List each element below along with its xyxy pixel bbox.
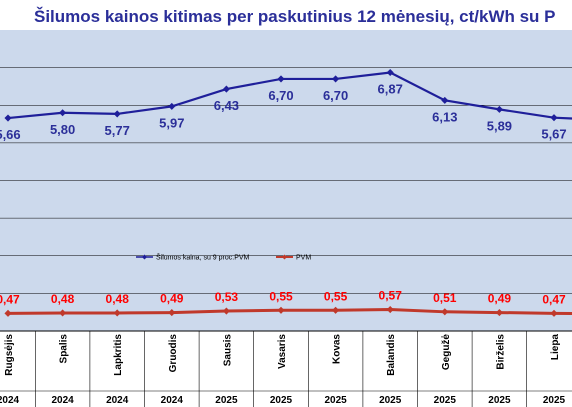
vat-label: 0,51 xyxy=(433,291,457,305)
heat-price-label: 5,80 xyxy=(50,122,75,137)
year-label: 2025 xyxy=(270,395,293,406)
heat-price-label: 5,66 xyxy=(0,127,21,142)
vat-label: 0,47 xyxy=(542,292,566,306)
heat-price-label: 5,89 xyxy=(487,118,512,133)
month-label: Balandis xyxy=(386,334,397,376)
data-labels: 5,66 5,80 5,77 5,97 6,43 6,70 6,70 6,87 6,13 5,89… xyxy=(0,82,567,307)
month-label: Lapkritis xyxy=(113,334,124,376)
legend: Šilumos kaina, su 9 proc.PVM PVM xyxy=(136,253,311,262)
month-label: Liepa xyxy=(550,334,561,361)
year-label: 2024 xyxy=(106,395,129,406)
heat-price-label: 5,77 xyxy=(105,123,130,138)
year-label: 2025 xyxy=(543,395,566,406)
vat-point xyxy=(277,306,285,314)
month-label: Spalis xyxy=(59,334,70,364)
year-label: 2024 xyxy=(161,395,184,406)
year-label: 2025 xyxy=(324,395,347,406)
heat-price-point xyxy=(550,114,558,122)
heat-price-label: 5,67 xyxy=(541,127,566,142)
vat-point xyxy=(495,309,503,317)
vat-label: 0,55 xyxy=(269,289,293,303)
category-axis: Rugsėjis 2024 Spalis 2024 Lapkritis 2024 Gruod… xyxy=(0,331,572,407)
heat-price-point xyxy=(386,68,394,77)
heat-price-line xyxy=(7,71,572,120)
vat-point xyxy=(386,306,394,314)
heat-price-point xyxy=(168,102,176,110)
heat-price-label: 6,87 xyxy=(378,82,403,97)
vat-label: 0,47 xyxy=(0,292,20,306)
year-label: 2025 xyxy=(379,395,402,406)
gridlines xyxy=(0,67,572,332)
year-label: 2024 xyxy=(0,395,20,406)
vat-point xyxy=(168,309,176,317)
year-label: 2025 xyxy=(215,395,238,406)
series-layer xyxy=(4,68,572,317)
vat-label: 0,48 xyxy=(106,292,130,306)
legend-label: PVM xyxy=(296,255,311,262)
month-label: Kovas xyxy=(332,334,343,364)
vat-label: 0,53 xyxy=(215,290,239,304)
vat-label: 0,49 xyxy=(488,292,512,306)
vat-point xyxy=(441,308,449,316)
heat-price-point xyxy=(277,75,285,83)
vat-point xyxy=(332,306,340,314)
month-label: Vasaris xyxy=(277,334,288,369)
month-label: Gruodis xyxy=(168,334,179,373)
heat-price-label: 6,43 xyxy=(214,98,239,113)
vat-label: 0,48 xyxy=(51,292,75,306)
vat-label: 0,49 xyxy=(160,292,184,306)
vat-point xyxy=(113,309,121,317)
heat-price-point xyxy=(495,105,503,113)
year-label: 2024 xyxy=(51,395,74,406)
vat-line xyxy=(7,308,572,315)
chart-title: Šilumos kainos kitimas per paskutinius 1… xyxy=(34,7,556,26)
month-label: Gegužė xyxy=(441,334,452,371)
vat-label: 0,55 xyxy=(324,289,348,303)
vat-point xyxy=(59,309,67,317)
month-label: Rugsėjis xyxy=(4,334,15,376)
year-label: 2025 xyxy=(488,395,511,406)
heat-price-point xyxy=(441,96,449,104)
vat-point xyxy=(222,307,230,315)
month-label: Birželis xyxy=(495,334,506,370)
heat-price-label: 6,70 xyxy=(268,88,293,103)
year-label: 2025 xyxy=(434,395,457,406)
vat-label: 0,57 xyxy=(379,289,403,303)
vat-point xyxy=(550,309,558,317)
heat-price-point xyxy=(222,85,230,93)
heat-price-label: 6,13 xyxy=(432,109,457,124)
title-band xyxy=(0,0,572,30)
heat-price-point xyxy=(113,110,121,118)
legend-label: Šilumos kaina, su 9 proc.PVM xyxy=(156,253,250,262)
vat-point xyxy=(4,309,12,317)
heat-price-point xyxy=(332,75,340,83)
heat-price-label: 5,97 xyxy=(159,115,184,130)
heat-price-label: 6,70 xyxy=(323,88,348,103)
month-label: Sausis xyxy=(222,334,233,367)
